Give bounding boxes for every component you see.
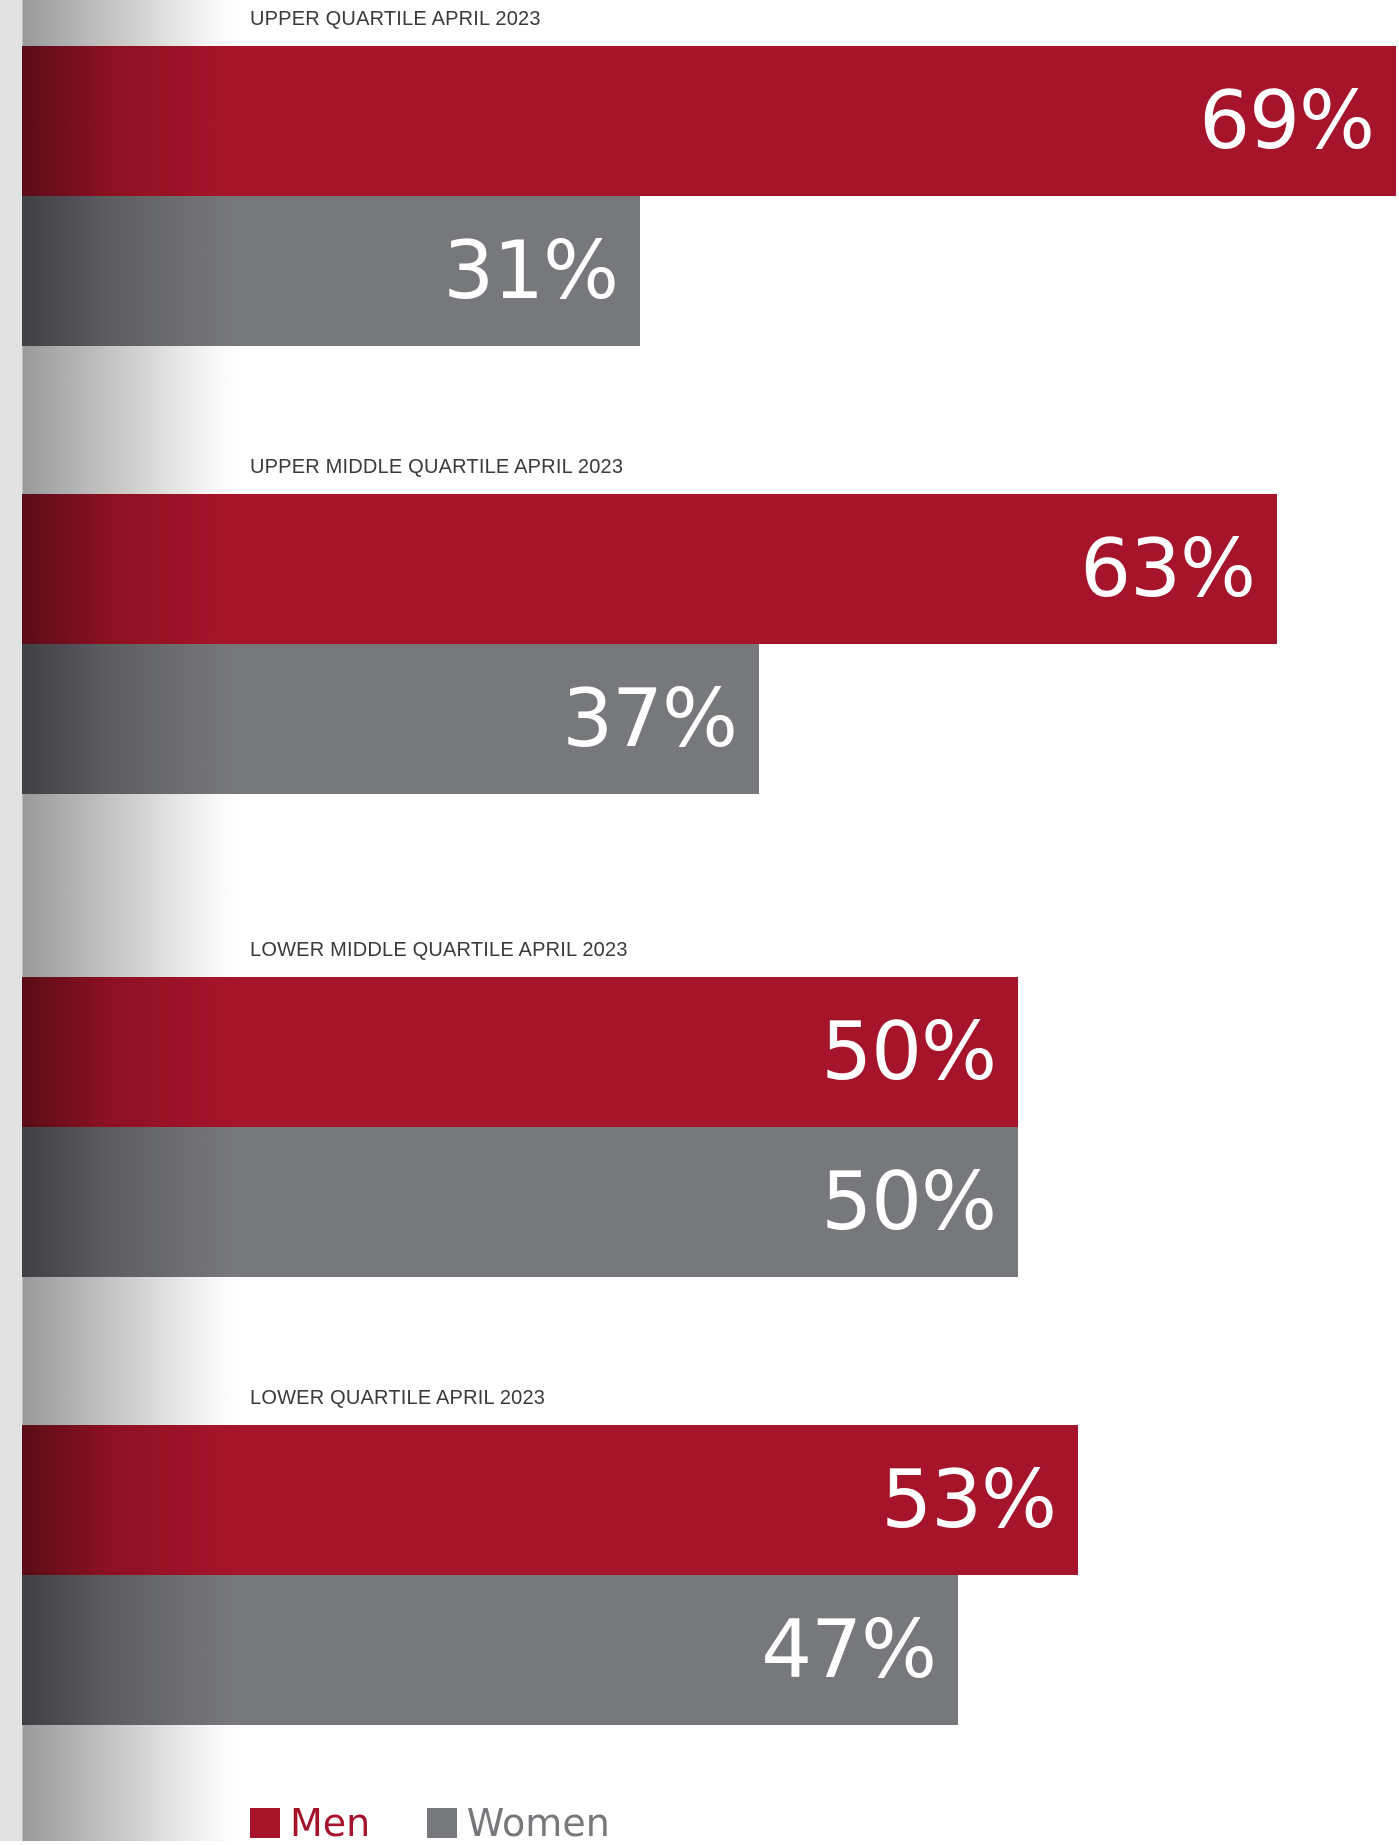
bar-men-2: 63% [22,494,1277,644]
bar-men-4: 53% [22,1425,1078,1575]
bar-women-2: 37% [22,644,759,794]
bar-label-women-3: 50% [821,1155,997,1248]
bar-label-women-1: 31% [443,224,619,317]
bar-label-men-2: 63% [1080,522,1256,615]
panel-title-1: UPPER QUARTILE APRIL 2023 [250,8,541,30]
panel-title-4: LOWER QUARTILE APRIL 2023 [250,1387,546,1409]
bar-label-men-1: 69% [1199,74,1375,167]
legend-swatch-women [426,1808,457,1838]
bar-label-women-4: 47% [761,1603,937,1696]
legend-item-women: Women [426,1801,610,1845]
bar-women-3: 50% [22,1127,1018,1277]
panel-title-2: UPPER MIDDLE QUARTILE APRIL 2023 [250,456,624,478]
bar-women-4: 47% [22,1575,958,1725]
legend-label-men: Men [290,1801,371,1845]
legend-label-women: Women [466,1801,610,1845]
bar-men-3: 50% [22,977,1018,1127]
bar-women-1: 31% [22,196,640,346]
legend: Men Women [250,1804,662,1844]
bar-label-women-2: 37% [562,672,738,765]
bar-label-men-4: 53% [881,1453,1057,1546]
bar-label-men-3: 50% [821,1005,997,1098]
panel-title-3: LOWER MIDDLE QUARTILE APRIL 2023 [250,939,628,961]
legend-item-men: Men [250,1804,370,1842]
legend-swatch-men [250,1808,280,1838]
bar-men-1: 69% [22,46,1396,196]
